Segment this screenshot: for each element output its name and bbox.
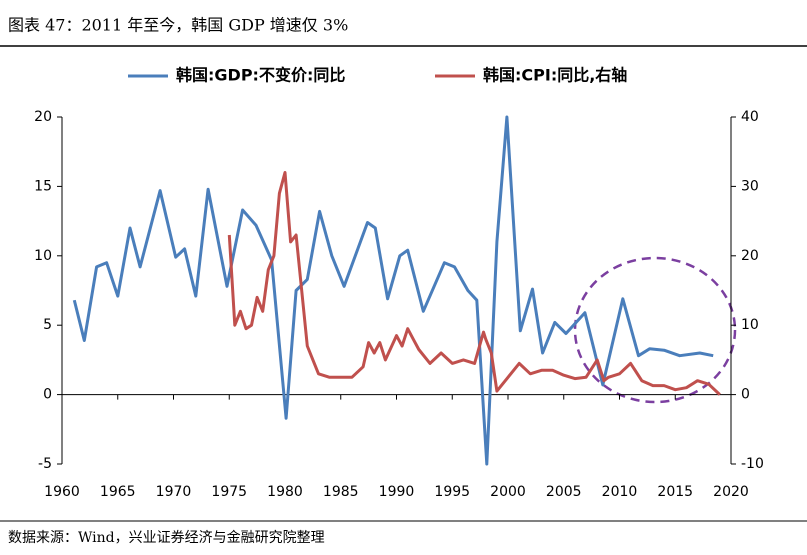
y2-tick-label: 0 <box>741 387 750 403</box>
source: 数据来源：Wind，兴业证券经济与金融研究院整理 <box>8 530 325 546</box>
legend-label: 韩国:GDP:不变价:同比 <box>176 66 345 85</box>
x-tick-label: 1980 <box>267 484 303 500</box>
highlight-circle <box>573 256 737 404</box>
legend-label: 韩国:CPI:同比,右轴 <box>483 66 627 85</box>
x-tick-label: 1985 <box>323 484 359 500</box>
y-tick-label: 20 <box>34 109 52 125</box>
x-tick-label: 1975 <box>211 484 247 500</box>
x-tick-label: 2015 <box>657 484 693 500</box>
y-tick-label: 15 <box>34 178 52 194</box>
chart-title: 图表 47：2011 年至今，韩国 GDP 增速仅 3% <box>8 16 348 35</box>
x-tick-label: 2000 <box>490 484 526 500</box>
y2-tick-label: 30 <box>741 178 759 194</box>
y-tick-label: 10 <box>34 248 52 264</box>
series-line <box>72 115 714 466</box>
x-tick-label: 1995 <box>434 484 470 500</box>
y2-tick-label: 10 <box>741 317 759 333</box>
y-tick-label: -5 <box>38 456 52 472</box>
y-tick-label: 5 <box>43 317 52 333</box>
x-tick-label: 1990 <box>379 484 415 500</box>
x-tick-label: 1960 <box>44 484 80 500</box>
y-tick-label: 0 <box>43 387 52 403</box>
y2-tick-label: 40 <box>741 109 759 125</box>
x-tick-label: 1965 <box>100 484 136 500</box>
x-tick-label: 2010 <box>602 484 638 500</box>
series-line <box>227 171 721 396</box>
x-tick-label: 1970 <box>156 484 192 500</box>
x-tick-label: 2020 <box>713 484 749 500</box>
x-tick-label: 2005 <box>546 484 582 500</box>
y2-tick-label: 20 <box>741 248 759 264</box>
y2-tick-label: -10 <box>741 456 764 472</box>
